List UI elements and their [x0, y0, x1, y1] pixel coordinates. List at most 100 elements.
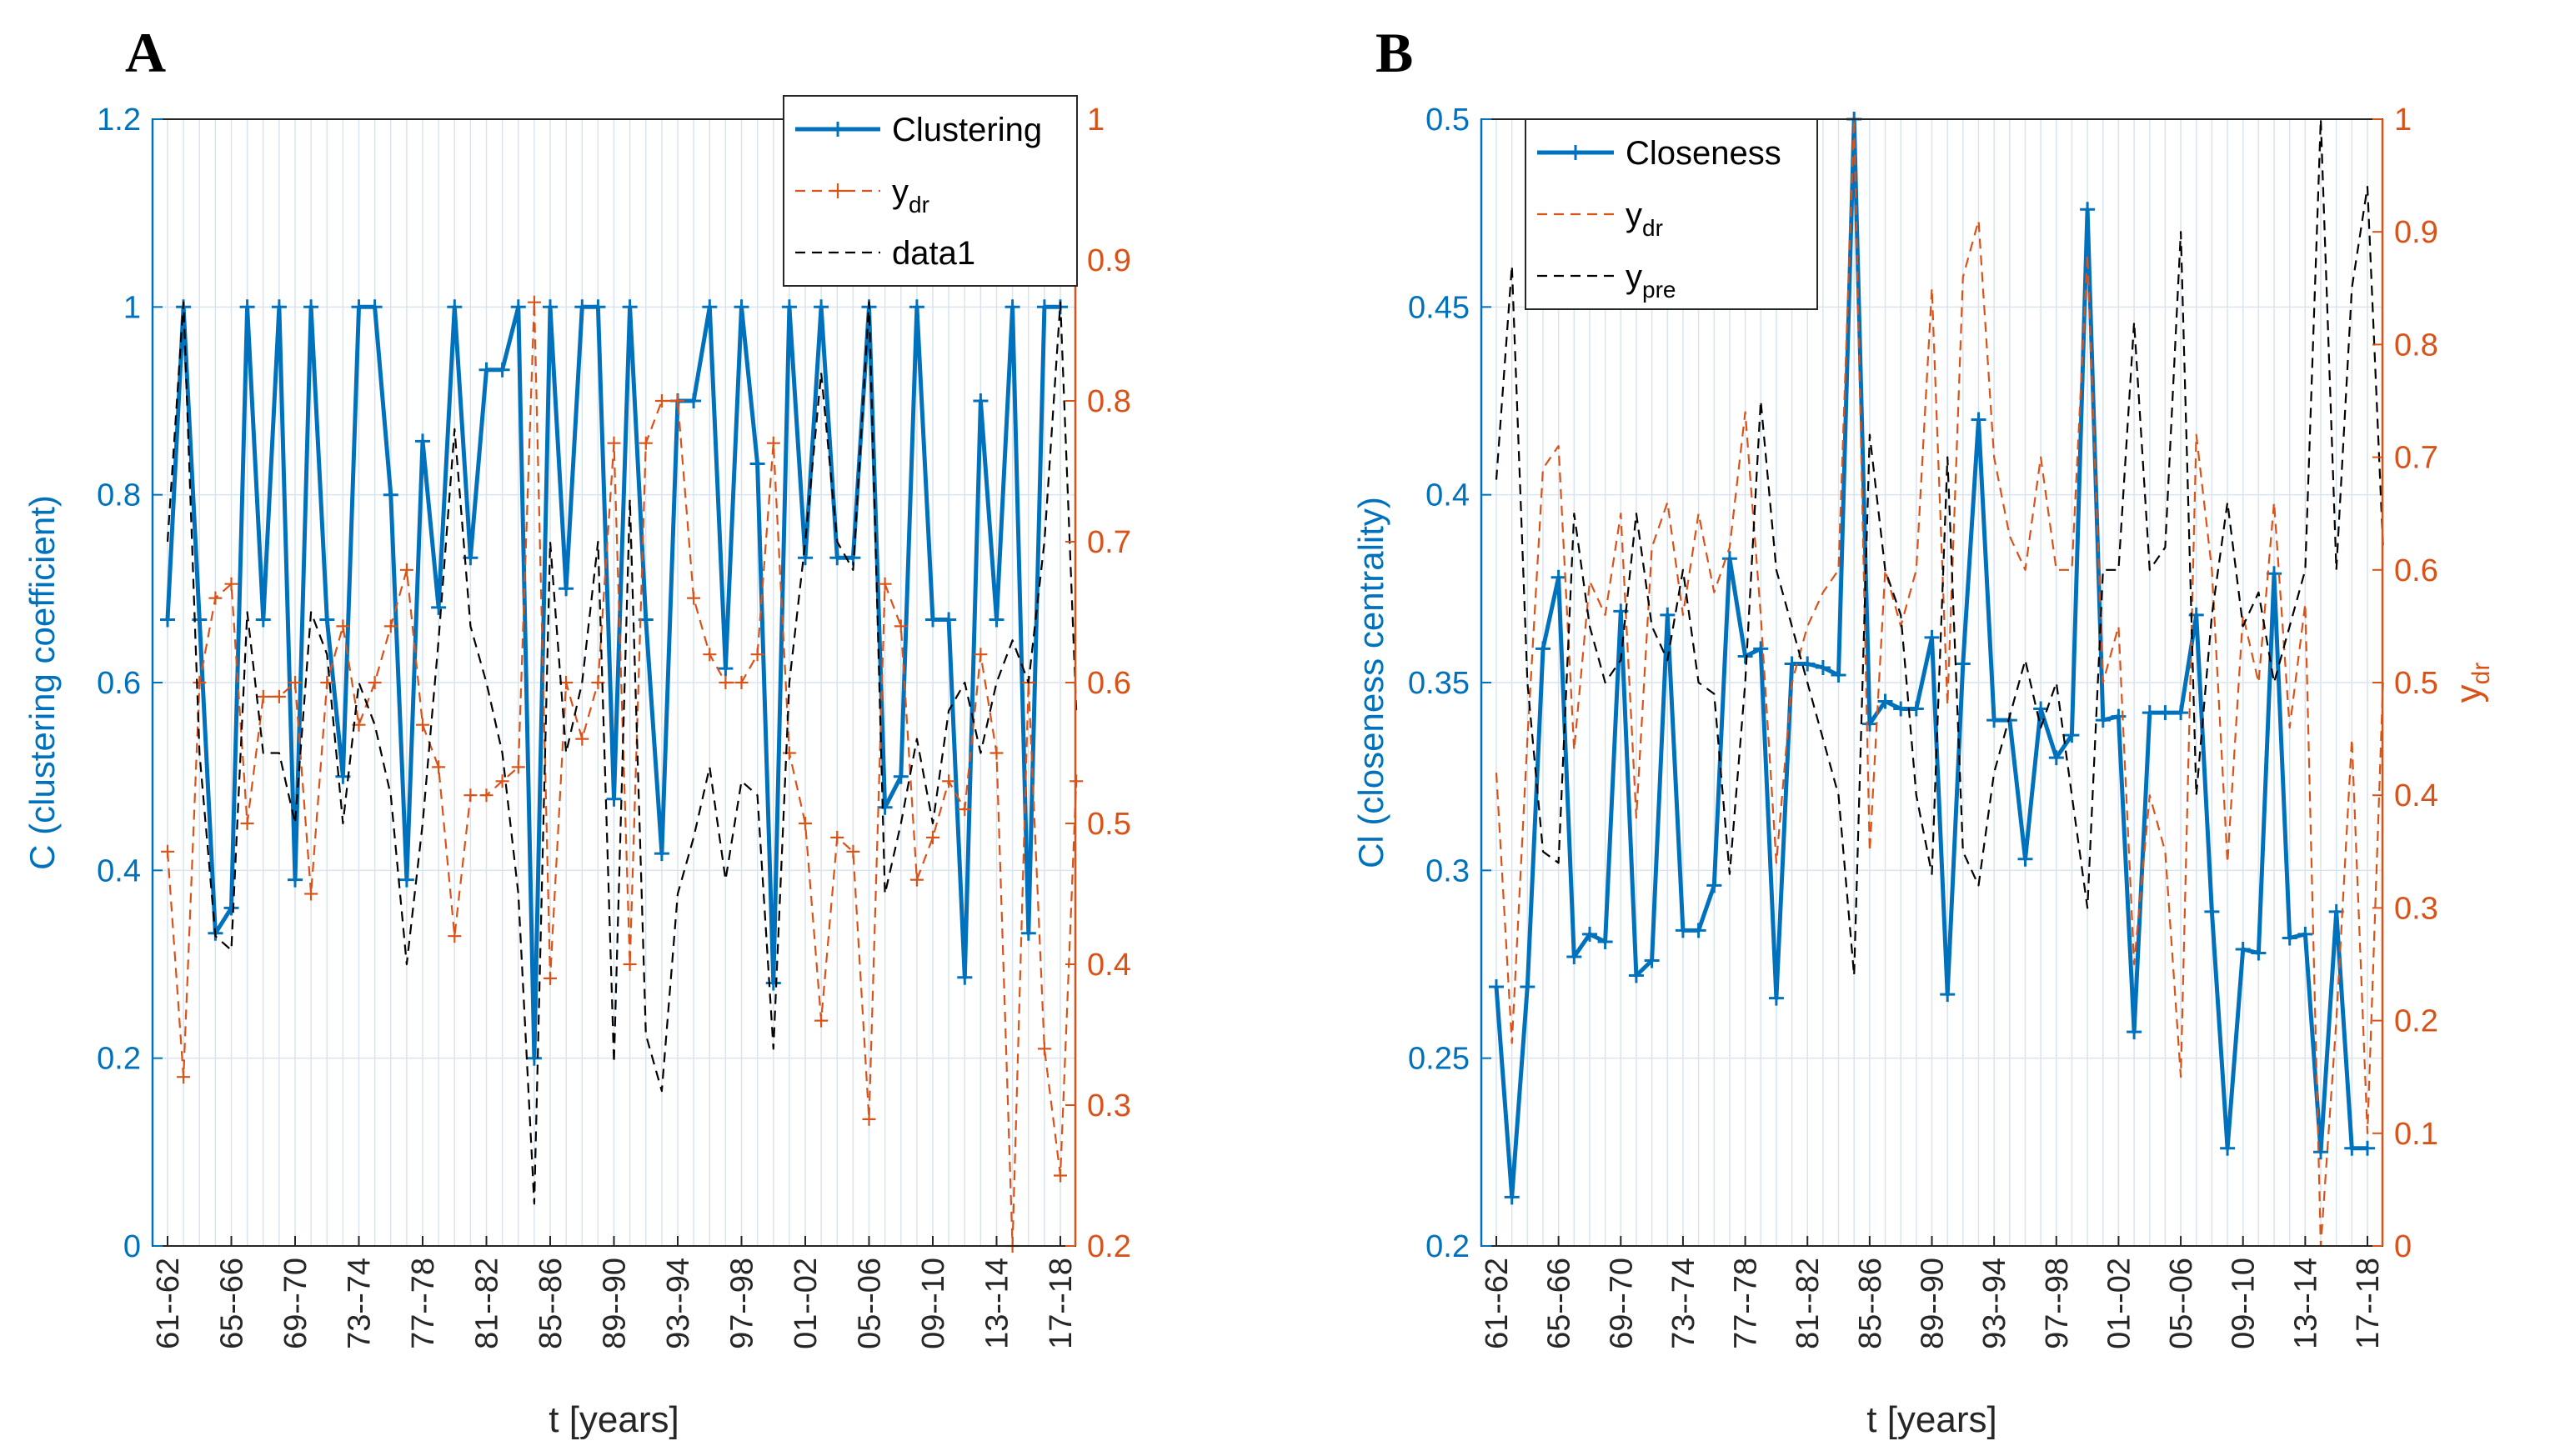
data-point-marker: [687, 591, 701, 605]
x-tick-label: 13--14: [980, 1258, 1015, 1349]
data-point-marker: [1036, 299, 1052, 315]
right-tick-label: 0.5: [2394, 666, 2438, 701]
legend-label-sub: dr: [909, 192, 929, 218]
data-point-marker: [1489, 979, 1504, 994]
data-point-marker: [208, 591, 223, 605]
data-point-marker: [463, 788, 478, 803]
data-point-marker: [319, 612, 335, 628]
data-point-marker: [288, 676, 302, 689]
data-point-marker: [2220, 1140, 2236, 1156]
data-point-marker: [351, 299, 367, 315]
data-point-marker: [2127, 1024, 2142, 1040]
data-point-marker: [1737, 648, 1753, 664]
data-point-marker: [2142, 705, 2157, 721]
right-tick-label: 1: [1087, 103, 1105, 138]
right-tick-label: 0.2: [1087, 1229, 1131, 1264]
left-tick-label: 0.4: [1425, 478, 1470, 513]
panel-letter-b: B: [1375, 21, 1413, 84]
data-point-marker: [781, 299, 797, 315]
right-tick-label: 0.3: [2394, 891, 2438, 926]
data-point-marker: [272, 689, 286, 703]
data-point-marker: [877, 799, 893, 815]
x-tick-label: 65--66: [1542, 1258, 1577, 1349]
legend-label: ypre: [1626, 258, 1676, 303]
data-point-marker: [1020, 925, 1036, 941]
series-y-dr: [161, 295, 1084, 1253]
data-point-marker: [606, 791, 622, 807]
panel-a-series: [160, 295, 1084, 1253]
left-tick-label: 0.6: [97, 666, 141, 701]
data-point-marker: [1660, 607, 1676, 623]
data-point-marker: [1940, 987, 1956, 1003]
data-point-marker: [1691, 923, 1706, 938]
data-point-marker: [989, 746, 1004, 760]
data-point-marker: [255, 612, 271, 628]
right-tick-label: 0.6: [2394, 553, 2438, 588]
legend-label-main: y: [1626, 197, 1642, 233]
left-tick-label: 0: [123, 1229, 141, 1264]
panel-a-legend: Clustering ydr data1: [783, 95, 1078, 287]
data-point-marker: [1924, 629, 1940, 645]
panel-b-legend: Closeness ydr ypre: [1525, 118, 1818, 310]
panel-a-right-axis: 0.2 0.3 0.4 0.5 0.6 0.7 0.8 0.9 1: [1065, 103, 1131, 1264]
right-tick-label: 0.3: [1087, 1088, 1131, 1123]
data-point-marker: [494, 362, 510, 378]
data-point-marker: [591, 676, 605, 689]
x-tick-label: 93--94: [1977, 1258, 2012, 1349]
right-tick-label: 0.4: [2394, 778, 2438, 813]
panel-b: 0.20.250.30.350.40.450.5 00.10.20.30.40.…: [1351, 103, 2495, 1440]
data-point-marker: [161, 844, 174, 858]
data-point-marker: [432, 760, 446, 774]
data-point-marker: [383, 619, 398, 633]
data-point-marker: [957, 969, 973, 985]
data-point-marker: [2095, 713, 2111, 728]
panel-b-left-axis-label: Cl (closeness centrality): [1351, 497, 1390, 868]
data-point-marker: [926, 830, 939, 844]
legend-label-main: Closeness: [1626, 135, 1781, 172]
data-point-marker: [304, 887, 318, 901]
data-point-marker: [846, 844, 860, 858]
left-tick-label: 0.5: [1425, 103, 1470, 138]
legend-label: data1: [892, 235, 975, 272]
x-tick-label: 61--62: [151, 1258, 186, 1349]
x-tick-label: 81--82: [470, 1258, 505, 1349]
data-point-marker: [574, 299, 590, 315]
legend-label: ydr: [1626, 197, 1663, 241]
x-tick-label: 65--66: [215, 1258, 250, 1349]
data-point-marker: [893, 768, 909, 784]
data-point-marker: [941, 612, 957, 628]
data-point-marker: [2173, 705, 2189, 721]
data-point-marker: [749, 456, 765, 472]
data-point-marker: [686, 393, 702, 408]
right-tick-label: 0.7: [2394, 441, 2438, 476]
legend-marker: [830, 122, 845, 137]
right-tick-label: 0.9: [1087, 243, 1131, 278]
series-line: [1495, 118, 2384, 977]
data-point-marker: [2235, 942, 2251, 957]
left-tick-label: 0.8: [97, 478, 141, 513]
right-tick-label: 0.8: [1087, 384, 1131, 419]
data-point-marker: [622, 299, 638, 315]
x-tick-label: 05--06: [2164, 1258, 2199, 1349]
data-point-marker: [2251, 945, 2267, 961]
data-point-marker: [1955, 656, 1971, 672]
data-point-marker: [718, 661, 734, 677]
data-point-marker: [1551, 569, 1566, 585]
data-point-marker: [799, 817, 812, 830]
data-point-marker: [2297, 926, 2313, 942]
left-tick-label: 0.3: [1425, 853, 1470, 888]
data-point-marker: [448, 929, 462, 943]
right-tick-label: 1: [2394, 103, 2412, 138]
panel-a-x-axis-label: t [years]: [549, 1399, 679, 1440]
x-tick-label: 93--94: [661, 1258, 696, 1349]
data-point-marker: [288, 872, 303, 888]
panel-a-left-axis: 0 0.2 0.4 0.6 0.8 1 1.2: [97, 103, 163, 1264]
x-tick-label: 17--18: [2351, 1258, 2386, 1349]
panel-a-left-axis-label: C (clustering coefficient): [23, 495, 62, 870]
data-point-marker: [398, 872, 414, 888]
left-tick-label: 0.2: [97, 1042, 141, 1077]
data-point-marker: [2017, 851, 2033, 867]
data-point-marker: [1566, 949, 1582, 964]
data-point-marker: [623, 958, 637, 971]
legend-label-main: data1: [892, 235, 975, 272]
